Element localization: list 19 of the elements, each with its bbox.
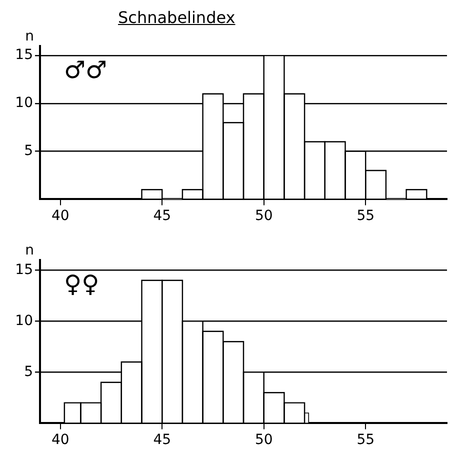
y-tick-label: 15 [15,262,33,278]
x-tick-label: 50 [254,432,273,448]
chart-title: Schnabelindex [117,8,236,28]
y-tick-label: 10 [15,312,33,329]
y-axis-title: n [25,28,34,45]
x-tick-label: 55 [356,432,375,448]
x-tick-label: 55 [356,208,375,224]
x-tick-label: 45 [153,208,172,224]
y-tick-label: 5 [24,142,33,159]
y-tick-label: 15 [15,47,33,64]
x-tick-label: 50 [254,208,273,224]
y-tick-label: 5 [24,364,33,380]
y-tick-label: 10 [15,95,33,112]
y-axis-title: n [25,242,34,259]
annotation: ♂♂ [64,56,108,84]
annotation: ♀♀ [64,270,100,298]
x-tick-label: 45 [153,432,172,448]
x-tick-label: 40 [51,432,70,448]
x-tick-label: 40 [51,208,70,224]
